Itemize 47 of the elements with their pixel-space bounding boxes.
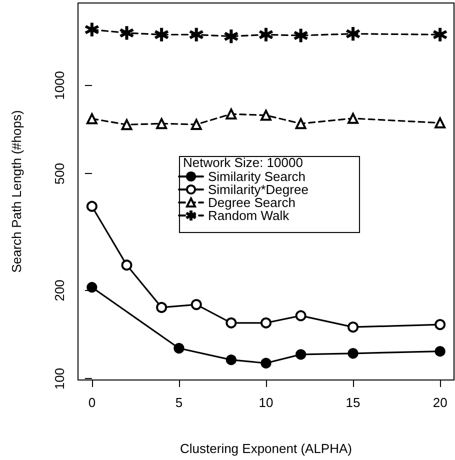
point (121, 119, 132, 130)
point (295, 118, 306, 130)
point (174, 342, 184, 354)
point (260, 110, 272, 121)
point (86, 200, 98, 212)
point (434, 346, 446, 357)
x-tick-label: 15 (346, 395, 360, 410)
point (121, 260, 132, 271)
y-tick-label: 200 (52, 280, 67, 302)
point (260, 358, 272, 368)
point (190, 299, 202, 310)
point (259, 28, 273, 42)
point (434, 117, 446, 128)
point (154, 28, 168, 42)
point (120, 26, 134, 40)
x-axis-title: Clustering Exponent (ALPHA) (180, 441, 352, 456)
point (190, 118, 202, 130)
point (348, 348, 358, 359)
y-tick-label: 1000 (52, 70, 67, 100)
x-tick-label: 5 (175, 395, 183, 410)
point (434, 319, 446, 330)
point (295, 310, 306, 322)
x-tick-label: 0 (88, 395, 96, 410)
point (156, 302, 168, 313)
point (296, 349, 306, 360)
point (260, 317, 272, 328)
point (156, 118, 168, 130)
legend-label: Similarity Search (208, 169, 306, 184)
y-tick-label: 100 (52, 368, 67, 390)
point (433, 28, 447, 42)
x-tick-label: 20 (432, 395, 448, 410)
point (226, 108, 237, 120)
point (85, 22, 99, 36)
point (294, 28, 308, 42)
point (86, 282, 98, 293)
point (86, 113, 98, 124)
y-axis-title: Search Path Length (#hops) (9, 110, 24, 273)
legend-title: Network Size: 10000 (183, 155, 303, 170)
point (346, 26, 360, 41)
point (226, 317, 237, 328)
x-tick-label: 10 (258, 395, 274, 410)
point (224, 30, 238, 44)
y-tick-label: 500 (52, 162, 67, 185)
point (348, 112, 359, 124)
point (348, 322, 359, 333)
point (226, 354, 236, 366)
point (190, 28, 204, 42)
